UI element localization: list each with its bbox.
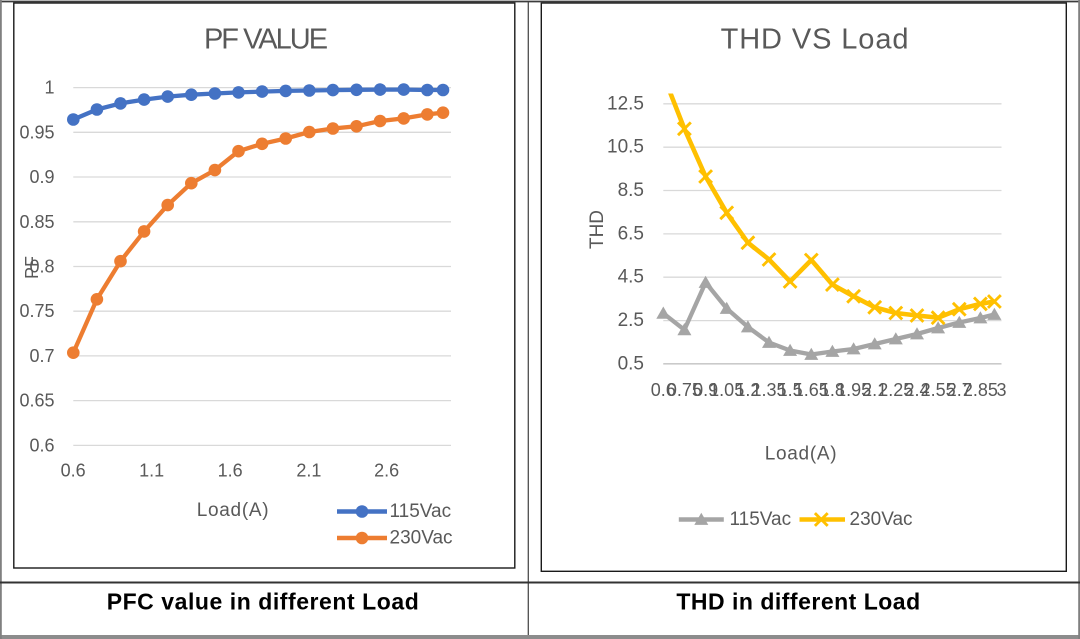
- svg-text:0.95: 0.95: [19, 122, 54, 142]
- svg-text:115Vac: 115Vac: [390, 501, 452, 522]
- svg-text:0.9: 0.9: [693, 380, 718, 400]
- svg-text:2.4: 2.4: [904, 380, 929, 400]
- svg-text:0.6: 0.6: [651, 380, 676, 400]
- svg-text:1.6: 1.6: [218, 461, 243, 481]
- svg-text:2.25: 2.25: [878, 380, 913, 400]
- svg-text:1.2: 1.2: [735, 380, 760, 400]
- svg-text:2.55: 2.55: [921, 380, 956, 400]
- svg-text:0.6: 0.6: [61, 461, 86, 481]
- svg-text:1.05: 1.05: [709, 380, 744, 400]
- svg-text:2.7: 2.7: [947, 380, 972, 400]
- svg-text:THD VS Load: THD VS Load: [721, 24, 910, 56]
- svg-text:1.95: 1.95: [836, 380, 871, 400]
- svg-text:2.1: 2.1: [296, 461, 321, 481]
- svg-text:0.7: 0.7: [29, 346, 54, 366]
- svg-text:230Vac: 230Vac: [850, 509, 913, 530]
- svg-text:1.1: 1.1: [139, 461, 164, 481]
- svg-text:1.35: 1.35: [751, 380, 786, 400]
- svg-text:1.5: 1.5: [778, 380, 803, 400]
- svg-text:THD in different Load: THD in different Load: [676, 589, 920, 615]
- svg-text:0.75: 0.75: [19, 301, 54, 321]
- svg-text:2.6: 2.6: [374, 461, 399, 481]
- svg-text:0.9: 0.9: [29, 167, 54, 187]
- svg-text:2.85: 2.85: [963, 380, 998, 400]
- svg-text:3: 3: [996, 380, 1006, 400]
- svg-text:0.5: 0.5: [618, 353, 644, 374]
- svg-text:115Vac: 115Vac: [730, 509, 792, 530]
- svg-text:0.65: 0.65: [19, 391, 54, 411]
- svg-text:6.5: 6.5: [618, 223, 644, 244]
- svg-text:0.85: 0.85: [19, 212, 54, 232]
- svg-text:10.5: 10.5: [607, 137, 644, 158]
- svg-text:THD: THD: [587, 210, 608, 249]
- svg-text:4.5: 4.5: [618, 267, 644, 288]
- svg-text:0.75: 0.75: [667, 380, 702, 400]
- svg-text:12.5: 12.5: [607, 93, 644, 114]
- svg-text:PFC value in different Load: PFC value in different Load: [107, 589, 420, 615]
- svg-text:1.8: 1.8: [820, 380, 845, 400]
- svg-text:8.5: 8.5: [618, 180, 644, 201]
- svg-text:1.65: 1.65: [794, 380, 829, 400]
- svg-text:PF: PF: [22, 256, 42, 279]
- svg-text:230Vac: 230Vac: [390, 528, 453, 549]
- svg-text:Load(A): Load(A): [765, 444, 838, 465]
- svg-text:1: 1: [44, 78, 54, 98]
- svg-text:0.6: 0.6: [29, 435, 54, 455]
- svg-text:2.1: 2.1: [862, 380, 887, 400]
- svg-text:PF VALUE: PF VALUE: [204, 24, 328, 56]
- svg-text:0.8: 0.8: [29, 257, 54, 277]
- svg-text:2.5: 2.5: [618, 310, 644, 331]
- svg-text:Load(A): Load(A): [197, 500, 270, 521]
